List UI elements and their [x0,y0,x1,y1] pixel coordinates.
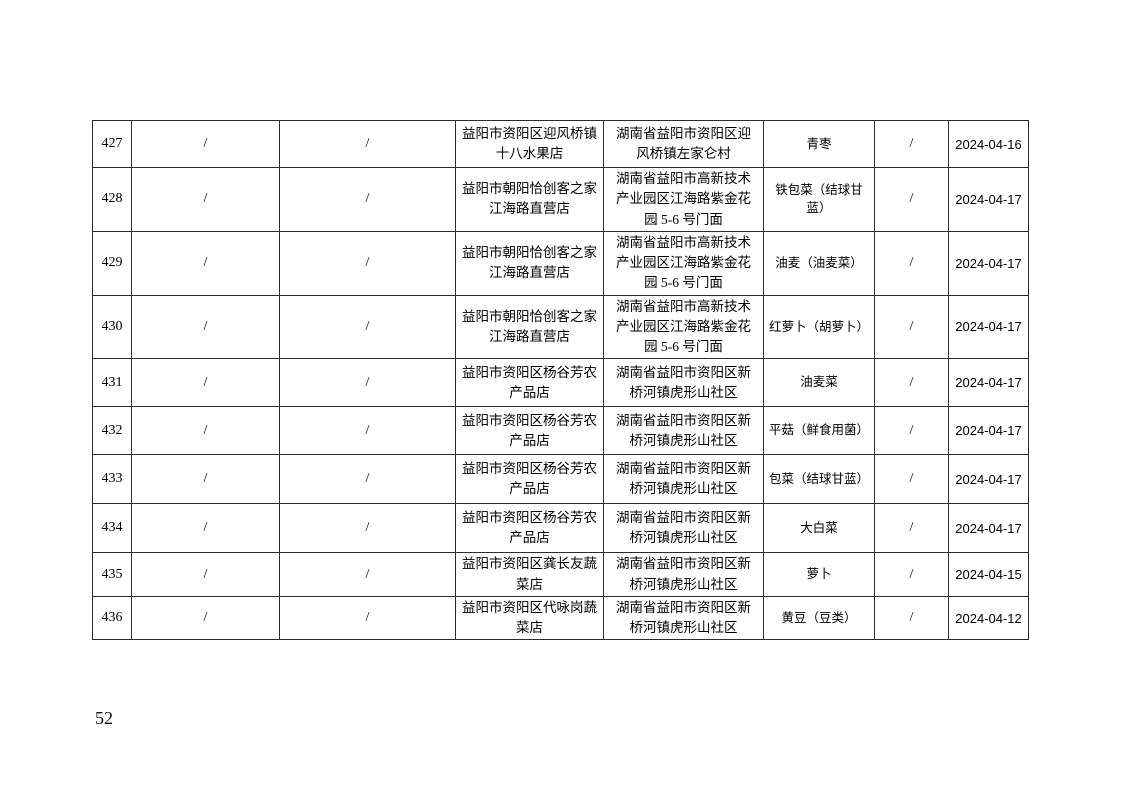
placeholder-cell: / [279,503,456,554]
address-cell: 湖南省益阳市资阳区新 桥河镇虎形山社区 [603,595,764,641]
placeholder-cell: / [279,552,456,597]
product-cell: 青枣 [763,120,875,168]
row-number-cell: 435 [92,552,132,597]
store-name-cell: 益阳市朝阳恰创客之家 江海路直营店 [455,294,604,360]
placeholder-cell: / [279,230,456,296]
placeholder-cell: / [131,552,280,597]
product-cell: 油麦（油麦菜） [763,230,875,296]
product-cell: 包菜（结球甘蓝） [763,454,875,505]
placeholder-cell: / [131,120,280,168]
placeholder-cell: / [874,454,949,505]
date-cell: 2024-04-16 [948,120,1029,168]
address-cell: 湖南省益阳市资阳区新 桥河镇虎形山社区 [603,358,764,408]
placeholder-cell: / [279,167,456,232]
address-cell: 湖南省益阳市高新技术 产业园区江海路紫金花 园 5-6 号门面 [603,167,764,232]
placeholder-cell: / [874,595,949,641]
placeholder-cell: / [131,503,280,554]
address-cell: 湖南省益阳市资阳区新 桥河镇虎形山社区 [603,552,764,597]
table-row: 431 / / 益阳市资阳区杨谷芳农 产品店 湖南省益阳市资阳区新 桥河镇虎形山… [92,358,1029,408]
table-row: 430 / / 益阳市朝阳恰创客之家 江海路直营店 湖南省益阳市高新技术 产业园… [92,294,1029,360]
date-cell: 2024-04-17 [948,406,1029,456]
date-cell: 2024-04-17 [948,230,1029,296]
row-number-cell: 428 [92,167,132,232]
row-number-cell: 433 [92,454,132,505]
product-cell: 大白菜 [763,503,875,554]
placeholder-cell: / [279,120,456,168]
date-cell: 2024-04-17 [948,294,1029,360]
address-cell: 湖南省益阳市资阳区迎 风桥镇左家仑村 [603,120,764,168]
placeholder-cell: / [131,230,280,296]
date-cell: 2024-04-15 [948,552,1029,597]
placeholder-cell: / [874,503,949,554]
date-cell: 2024-04-17 [948,454,1029,505]
page-number: 52 [95,708,113,728]
placeholder-cell: / [874,552,949,597]
store-name-cell: 益阳市朝阳恰创客之家 江海路直营店 [455,230,604,296]
row-number-cell: 432 [92,406,132,456]
product-cell: 萝卜 [763,552,875,597]
table-row: 436 / / 益阳市资阳区代咏岗蔬 菜店 湖南省益阳市资阳区新 桥河镇虎形山社… [92,595,1029,641]
product-cell: 红萝卜（胡萝卜） [763,294,875,360]
table-row: 434 / / 益阳市资阳区杨谷芳农 产品店 湖南省益阳市资阳区新 桥河镇虎形山… [92,503,1029,554]
store-name-cell: 益阳市资阳区杨谷芳农 产品店 [455,358,604,408]
date-cell: 2024-04-17 [948,503,1029,554]
store-name-cell: 益阳市资阳区杨谷芳农 产品店 [455,454,604,505]
placeholder-cell: / [131,454,280,505]
date-cell: 2024-04-17 [948,167,1029,232]
product-cell: 铁包菜（结球甘 蓝） [763,167,875,232]
placeholder-cell: / [279,294,456,360]
placeholder-cell: / [874,358,949,408]
row-number-cell: 431 [92,358,132,408]
address-cell: 湖南省益阳市资阳区新 桥河镇虎形山社区 [603,406,764,456]
table-row: 429 / / 益阳市朝阳恰创客之家 江海路直营店 湖南省益阳市高新技术 产业园… [92,230,1029,296]
date-cell: 2024-04-12 [948,595,1029,641]
table-row: 427 / / 益阳市资阳区迎风桥镇 十八水果店 湖南省益阳市资阳区迎 风桥镇左… [92,120,1029,168]
placeholder-cell: / [131,294,280,360]
placeholder-cell: / [874,230,949,296]
address-cell: 湖南省益阳市高新技术 产业园区江海路紫金花 园 5-6 号门面 [603,230,764,296]
address-cell: 湖南省益阳市高新技术 产业园区江海路紫金花 园 5-6 号门面 [603,294,764,360]
row-number-cell: 434 [92,503,132,554]
placeholder-cell: / [131,406,280,456]
table-row: 432 / / 益阳市资阳区杨谷芳农 产品店 湖南省益阳市资阳区新 桥河镇虎形山… [92,406,1029,456]
store-name-cell: 益阳市资阳区杨谷芳农 产品店 [455,503,604,554]
address-cell: 湖南省益阳市资阳区新 桥河镇虎形山社区 [603,503,764,554]
address-cell: 湖南省益阳市资阳区新 桥河镇虎形山社区 [603,454,764,505]
product-cell: 黄豆（豆类） [763,595,875,641]
placeholder-cell: / [279,595,456,641]
placeholder-cell: / [131,167,280,232]
store-name-cell: 益阳市朝阳恰创客之家 江海路直营店 [455,167,604,232]
sampling-records-table: 427 / / 益阳市资阳区迎风桥镇 十八水果店 湖南省益阳市资阳区迎 风桥镇左… [92,120,1029,641]
table-row: 435 / / 益阳市资阳区龚长友蔬 菜店 湖南省益阳市资阳区新 桥河镇虎形山社… [92,552,1029,597]
table-row: 433 / / 益阳市资阳区杨谷芳农 产品店 湖南省益阳市资阳区新 桥河镇虎形山… [92,454,1029,505]
row-number-cell: 427 [92,120,132,168]
store-name-cell: 益阳市资阳区代咏岗蔬 菜店 [455,595,604,641]
placeholder-cell: / [131,358,280,408]
placeholder-cell: / [874,406,949,456]
date-cell: 2024-04-17 [948,358,1029,408]
store-name-cell: 益阳市资阳区迎风桥镇 十八水果店 [455,120,604,168]
row-number-cell: 430 [92,294,132,360]
row-number-cell: 436 [92,595,132,641]
placeholder-cell: / [279,406,456,456]
product-cell: 油麦菜 [763,358,875,408]
placeholder-cell: / [279,454,456,505]
placeholder-cell: / [131,595,280,641]
placeholder-cell: / [874,294,949,360]
product-cell: 平菇（鲜食用菌） [763,406,875,456]
store-name-cell: 益阳市资阳区龚长友蔬 菜店 [455,552,604,597]
store-name-cell: 益阳市资阳区杨谷芳农 产品店 [455,406,604,456]
placeholder-cell: / [279,358,456,408]
table-row: 428 / / 益阳市朝阳恰创客之家 江海路直营店 湖南省益阳市高新技术 产业园… [92,167,1029,232]
placeholder-cell: / [874,120,949,168]
placeholder-cell: / [874,167,949,232]
row-number-cell: 429 [92,230,132,296]
